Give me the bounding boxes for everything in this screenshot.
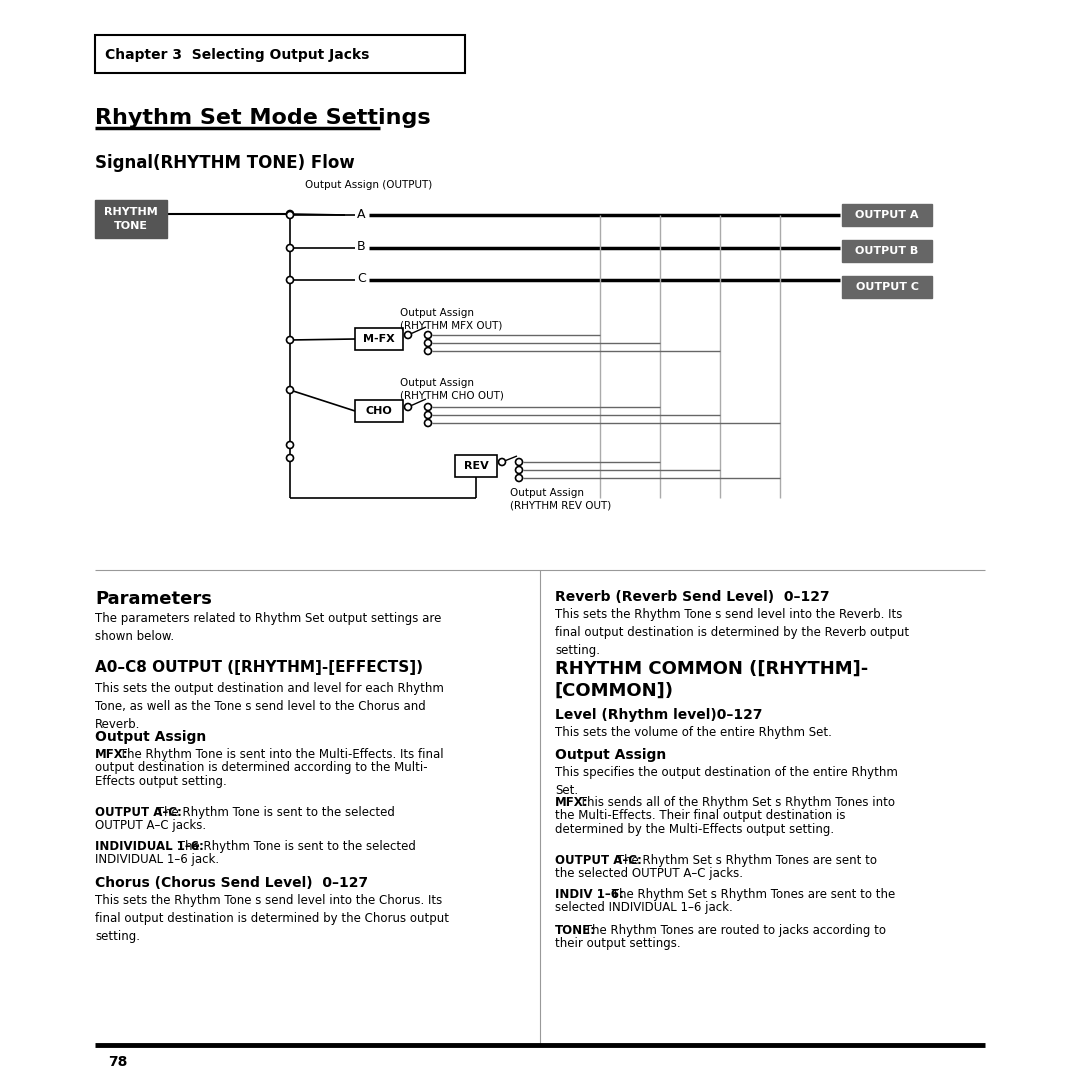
Text: The parameters related to Rhythm Set output settings are
shown below.: The parameters related to Rhythm Set out…	[95, 612, 442, 643]
Text: Output Assign: Output Assign	[95, 730, 206, 744]
Text: TONE:: TONE:	[555, 924, 596, 937]
Circle shape	[424, 348, 432, 354]
Circle shape	[515, 474, 523, 482]
Circle shape	[286, 276, 294, 283]
Text: M-FX: M-FX	[363, 334, 395, 345]
Text: Output Assign
(RHYTHM CHO OUT): Output Assign (RHYTHM CHO OUT)	[400, 378, 504, 401]
Circle shape	[424, 339, 432, 347]
Text: Chorus (Chorus Send Level)  0–127: Chorus (Chorus Send Level) 0–127	[95, 876, 368, 890]
Text: selected INDIVIDUAL 1–6 jack.: selected INDIVIDUAL 1–6 jack.	[555, 902, 732, 915]
Text: OUTPUT A–C jacks.: OUTPUT A–C jacks.	[95, 820, 206, 833]
Circle shape	[424, 411, 432, 418]
Circle shape	[424, 404, 432, 410]
Text: C: C	[357, 272, 366, 285]
Text: A: A	[357, 207, 365, 220]
Text: determined by the Multi-Effects output setting.: determined by the Multi-Effects output s…	[555, 823, 834, 836]
Text: MFX:: MFX:	[555, 796, 589, 809]
Text: 78: 78	[108, 1055, 127, 1069]
Text: Reverb (Reverb Send Level)  0–127: Reverb (Reverb Send Level) 0–127	[555, 590, 829, 604]
Text: INDIVIDUAL 1–6:: INDIVIDUAL 1–6:	[95, 840, 204, 853]
Circle shape	[515, 459, 523, 465]
Circle shape	[286, 387, 294, 393]
Text: This sets the output destination and level for each Rhythm
Tone, as well as the : This sets the output destination and lev…	[95, 681, 444, 731]
Circle shape	[286, 211, 294, 217]
Text: OUTPUT A–C:: OUTPUT A–C:	[95, 806, 181, 819]
Text: Output Assign: Output Assign	[555, 748, 666, 762]
Circle shape	[286, 212, 294, 218]
Text: The Rhythm Set s Rhythm Tones are sent to: The Rhythm Set s Rhythm Tones are sent t…	[613, 854, 877, 867]
Circle shape	[499, 459, 505, 465]
Text: REV: REV	[463, 461, 488, 471]
Text: B: B	[357, 241, 366, 254]
Text: This sets the volume of the entire Rhythm Set.: This sets the volume of the entire Rhyth…	[555, 726, 832, 739]
Text: OUTPUT B: OUTPUT B	[855, 246, 919, 256]
Circle shape	[286, 337, 294, 343]
Text: This specifies the output destination of the entire Rhythm
Set.: This specifies the output destination of…	[555, 766, 897, 797]
Text: The Rhythm Tones are routed to jacks according to: The Rhythm Tones are routed to jacks acc…	[581, 924, 887, 937]
Circle shape	[286, 455, 294, 461]
Text: Output Assign
(RHYTHM MFX OUT): Output Assign (RHYTHM MFX OUT)	[400, 308, 502, 330]
Text: Chapter 3  Selecting Output Jacks: Chapter 3 Selecting Output Jacks	[105, 48, 369, 62]
Text: Output Assign (OUTPUT): Output Assign (OUTPUT)	[305, 180, 432, 190]
Bar	[842, 240, 932, 262]
Text: The Rhythm Tone is sent into the Multi-Effects. Its final: The Rhythm Tone is sent into the Multi-E…	[116, 748, 444, 761]
Text: CHO: CHO	[366, 406, 392, 416]
Circle shape	[515, 467, 523, 473]
Text: their output settings.: their output settings.	[555, 937, 680, 950]
Circle shape	[286, 244, 294, 252]
Text: The Rhythm Set s Rhythm Tones are sent to the: The Rhythm Set s Rhythm Tones are sent t…	[608, 888, 895, 901]
Text: OUTPUT C: OUTPUT C	[855, 282, 918, 292]
Circle shape	[405, 332, 411, 338]
Circle shape	[424, 332, 432, 338]
Bar	[355, 400, 403, 422]
Text: Level (Rhythm level)0–127: Level (Rhythm level)0–127	[555, 708, 762, 723]
Text: output destination is determined according to the Multi-: output destination is determined accordi…	[95, 761, 428, 774]
Text: RHYTHM
TONE: RHYTHM TONE	[104, 207, 158, 231]
Text: the Multi-Effects. Their final output destination is: the Multi-Effects. Their final output de…	[555, 810, 846, 823]
Text: This sets the Rhythm Tone s send level into the Chorus. Its
final output destina: This sets the Rhythm Tone s send level i…	[95, 894, 449, 943]
Bar	[95, 200, 167, 238]
Circle shape	[405, 404, 411, 410]
Text: OUTPUT A–C:: OUTPUT A–C:	[555, 854, 642, 867]
Text: A0–C8 OUTPUT ([RHYTHM]-[EFFECTS]): A0–C8 OUTPUT ([RHYTHM]-[EFFECTS])	[95, 660, 423, 675]
Text: MFX:: MFX:	[95, 748, 129, 761]
Bar	[842, 276, 932, 298]
Text: Effects output setting.: Effects output setting.	[95, 775, 227, 788]
Bar	[455, 455, 497, 477]
Circle shape	[286, 442, 294, 448]
Bar	[355, 328, 403, 350]
Text: The Rhythm Tone is sent to the selected: The Rhythm Tone is sent to the selected	[174, 840, 416, 853]
Bar	[95, 35, 465, 73]
Circle shape	[424, 419, 432, 427]
Text: This sends all of the Rhythm Set s Rhythm Tones into: This sends all of the Rhythm Set s Rhyth…	[576, 796, 895, 809]
Text: Signal(RHYTHM TONE) Flow: Signal(RHYTHM TONE) Flow	[95, 154, 354, 172]
Text: RHYTHM COMMON ([RHYTHM]-
[COMMON]): RHYTHM COMMON ([RHYTHM]- [COMMON])	[555, 660, 868, 700]
Text: Output Assign
(RHYTHM REV OUT): Output Assign (RHYTHM REV OUT)	[510, 488, 611, 511]
Text: This sets the Rhythm Tone s send level into the Reverb. Its
final output destina: This sets the Rhythm Tone s send level i…	[555, 608, 909, 657]
Text: INDIVIDUAL 1–6 jack.: INDIVIDUAL 1–6 jack.	[95, 853, 219, 866]
Text: Rhythm Set Mode Settings: Rhythm Set Mode Settings	[95, 108, 431, 129]
Text: OUTPUT A: OUTPUT A	[855, 210, 919, 220]
Text: the selected OUTPUT A–C jacks.: the selected OUTPUT A–C jacks.	[555, 867, 743, 880]
Text: INDIV 1–6:: INDIV 1–6:	[555, 888, 624, 901]
Text: Parameters: Parameters	[95, 590, 212, 608]
Text: The Rhythm Tone is sent to the selected: The Rhythm Tone is sent to the selected	[153, 806, 395, 819]
Bar	[842, 204, 932, 226]
